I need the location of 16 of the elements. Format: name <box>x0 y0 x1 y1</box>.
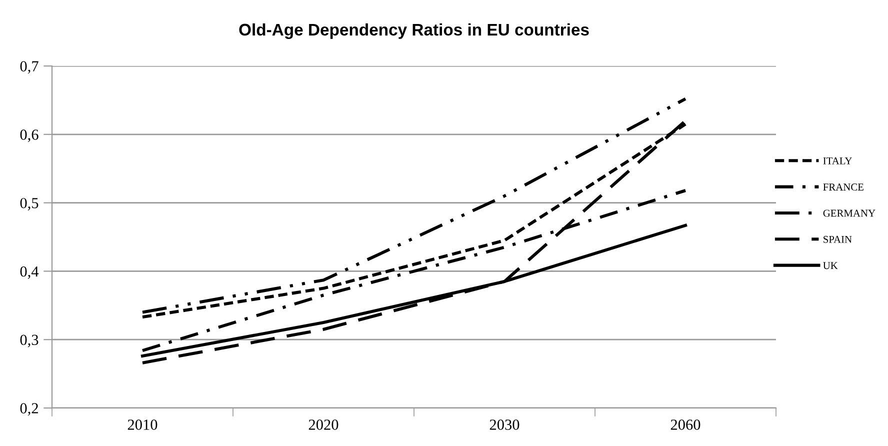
y-tick-label: 0,2 <box>20 403 38 416</box>
y-tick-label: 0,3 <box>20 334 38 348</box>
x-tick-label: 2030 <box>490 420 520 430</box>
y-tick-label: 0,5 <box>20 198 38 210</box>
legend-label: GERMANY <box>823 210 876 217</box>
legend-label: UK <box>823 262 838 270</box>
legend-label: ITALY <box>823 157 852 164</box>
x-tick-label: 2060 <box>670 420 700 430</box>
legend-label: FRANCE <box>823 184 864 191</box>
y-tick-label: 0,7 <box>20 61 38 74</box>
y-tick-label: 0,6 <box>20 130 38 142</box>
legend-label: SPAIN <box>824 236 852 243</box>
x-tick-label: 2010 <box>128 420 158 430</box>
chart-title: Old-Age Dependency Ratios in EU countries <box>239 23 589 39</box>
x-tick-label: 2020 <box>308 420 338 430</box>
y-tick-label: 0,4 <box>20 266 39 279</box>
